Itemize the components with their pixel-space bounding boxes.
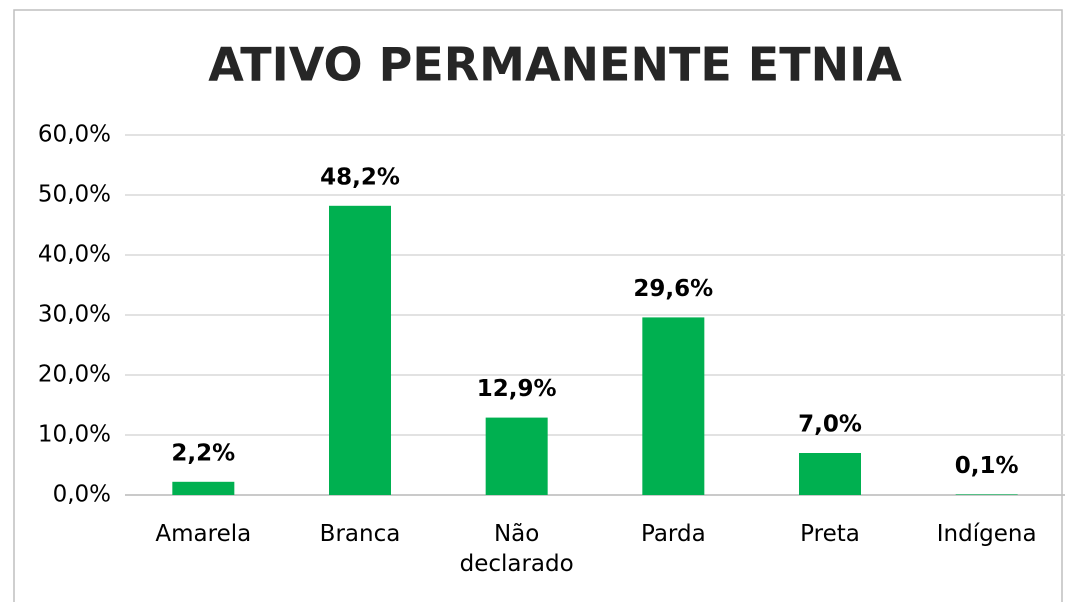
bar (642, 317, 705, 495)
data-label: 29,6% (633, 276, 713, 302)
y-tick-label: 20,0% (38, 362, 111, 388)
data-label: 12,9% (477, 376, 557, 402)
bar (955, 494, 1018, 495)
y-tick-label: 0,0% (53, 482, 111, 508)
x-tick-label: Parda (640, 521, 706, 547)
data-label: 7,0% (798, 412, 862, 438)
data-label: 0,1% (955, 453, 1019, 479)
bar (485, 417, 548, 495)
x-tick-label: Amarela (155, 521, 252, 547)
bar (329, 205, 391, 496)
y-tick-label: 10,0% (38, 422, 111, 448)
bar (799, 453, 861, 495)
bar (172, 481, 235, 495)
chart-title: ATIVO PERMANENTE ETNIA (208, 38, 902, 92)
data-label: 2,2% (171, 440, 235, 466)
y-tick-label: 50,0% (38, 182, 111, 208)
x-tick-label: Não declarado (459, 521, 574, 577)
x-tick-label: Indígena (936, 521, 1037, 547)
y-tick-label: 40,0% (38, 242, 111, 268)
y-tick-label: 60,0% (38, 122, 111, 148)
x-tick-label: Preta (800, 521, 860, 547)
x-tick-label: Branca (319, 521, 401, 547)
data-label: 48,2% (320, 164, 400, 190)
chart-border (13, 9, 1063, 602)
y-tick-label: 30,0% (38, 302, 111, 328)
